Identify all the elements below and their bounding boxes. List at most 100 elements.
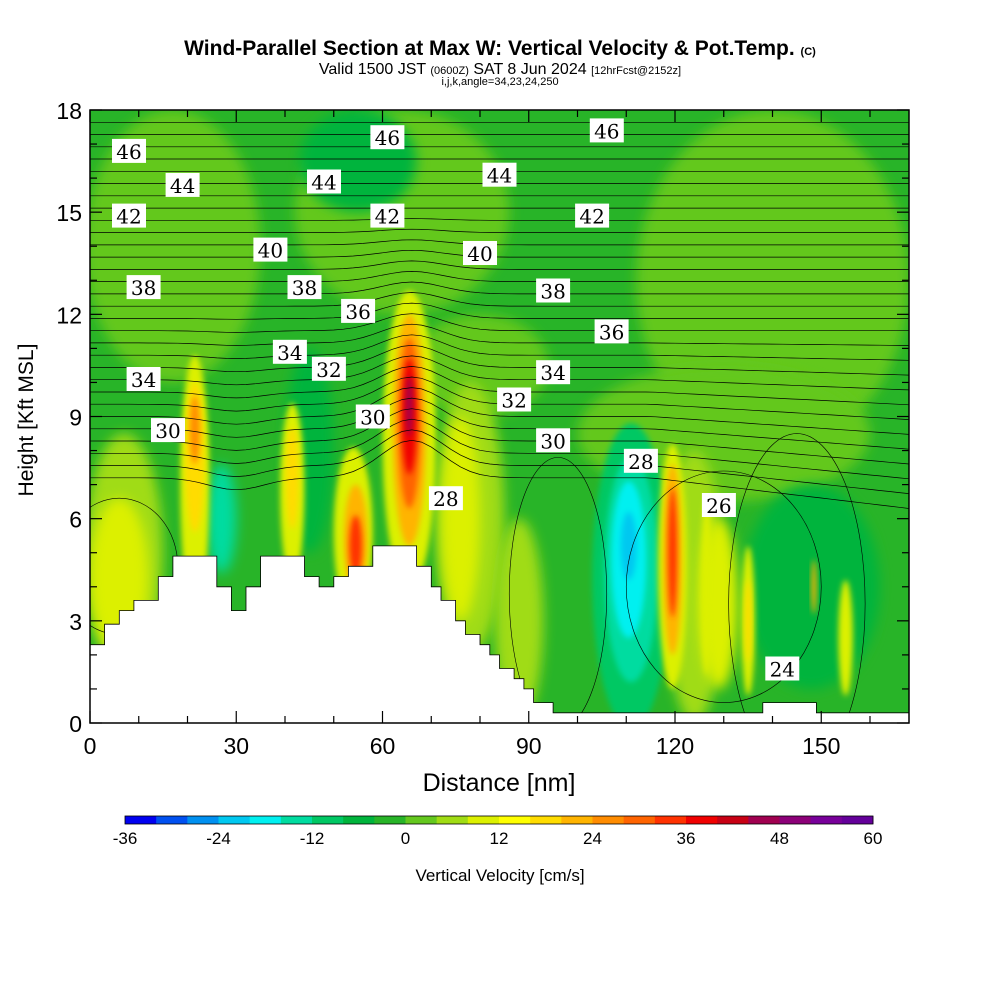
theta-contour-label: 34 [126, 367, 161, 392]
theta-value: 40 [467, 242, 492, 266]
colorbar-swatch [218, 816, 251, 824]
theta-contour-line [90, 344, 909, 376]
colorbar-swatch [748, 816, 780, 824]
theta-value: 30 [540, 429, 565, 453]
label-box [701, 493, 736, 517]
colorbar-tick-label: 48 [770, 829, 789, 848]
colorbar-tick-label: 60 [864, 829, 883, 848]
velocity-region [90, 110, 261, 383]
colorbar: -36 -24 -12 0 12 24 36 48 60 [113, 815, 883, 848]
colorbar-swatch [841, 816, 874, 824]
theta-value: 44 [487, 164, 512, 188]
colorbar-tick-label: 0 [401, 829, 410, 848]
colorbar-frame [124, 815, 874, 825]
theta-contour-line [90, 355, 909, 391]
velocity-region [349, 515, 363, 577]
theta-value: 40 [258, 239, 283, 263]
theta-value: 44 [311, 171, 336, 195]
theta-value: 42 [579, 205, 604, 229]
label-box [575, 203, 610, 228]
colorbar-swatch [187, 816, 219, 824]
colorbar-swatch [312, 816, 344, 824]
x-tick-label: 60 [370, 733, 396, 759]
theta-contour-label: 46 [112, 138, 146, 164]
colorbar-swatch [280, 816, 313, 824]
y-tick-label: 15 [56, 200, 82, 226]
theta-value: 36 [599, 320, 624, 344]
label-box [589, 118, 624, 143]
theta-value: 46 [116, 140, 141, 164]
theta-value: 46 [375, 126, 400, 150]
theta-contour-label: 40 [253, 237, 288, 263]
label-box [497, 387, 532, 412]
y-tick-label: 18 [56, 98, 82, 124]
theta-contour-label: 42 [112, 203, 146, 229]
chart-title-text: Wind-Parallel Section at Max W: Vertical… [184, 37, 795, 60]
colorbar-swatch [717, 816, 749, 824]
colorbar-swatch [343, 816, 375, 824]
y-tick-label: 6 [69, 507, 82, 533]
label-box [253, 237, 288, 262]
colorbar-swatch [654, 816, 687, 824]
colorbar-tick-label: 36 [677, 829, 696, 848]
theta-contour-label: 34 [536, 360, 571, 385]
velocity-region [405, 375, 413, 437]
theta-contour-label: 24 [765, 656, 800, 682]
colorbar-tick-label: -24 [206, 829, 231, 848]
chart-subtitle-2: i,j,k,angle=34,23,24,250 [441, 76, 559, 88]
label-box [536, 428, 571, 453]
theta-value: 34 [277, 341, 302, 365]
theta-value: 30 [360, 406, 385, 430]
velocity-region [285, 426, 299, 529]
velocity-region [189, 396, 200, 465]
theta-value: 44 [170, 174, 195, 198]
theta-value: 34 [131, 368, 156, 392]
y-axis-label: Height [Kft MSL] [15, 344, 38, 497]
theta-value: 30 [155, 419, 180, 443]
colorbar-swatch [125, 816, 157, 824]
colorbar-swatch [561, 816, 593, 824]
theta-contour-line [90, 218, 909, 221]
colorbar-swatch [779, 816, 812, 824]
theta-value: 38 [292, 276, 317, 300]
colorbar-tick-label: -36 [113, 829, 138, 848]
colorbar-swatch [436, 816, 469, 824]
theta-contour-label: 42 [370, 203, 405, 229]
theta-value: 28 [433, 487, 458, 511]
theta-contour-label: 38 [536, 278, 571, 304]
valid-date: SAT 8 Jun 2024 [473, 61, 587, 78]
y-tick-label: 12 [56, 302, 82, 328]
velocity-region [636, 110, 909, 451]
x-tick-label: 120 [656, 733, 694, 759]
theta-value: 32 [501, 389, 526, 413]
label-box [355, 404, 390, 429]
theta-contour-label: 30 [355, 404, 390, 430]
label-box [341, 298, 376, 323]
theta-value: 28 [628, 450, 653, 474]
colorbar-swatch [499, 816, 531, 824]
theta-contour-label: 28 [428, 486, 463, 511]
label-box [536, 278, 571, 303]
label-box [623, 448, 658, 473]
y-tick-label: 3 [69, 609, 82, 635]
theta-contour-label: 36 [594, 319, 629, 344]
theta-contour-label: 44 [165, 172, 200, 198]
label-box [463, 241, 497, 265]
y-tick-label: 9 [69, 405, 82, 431]
theta-contour-label: 46 [370, 125, 405, 150]
theta-contour-label: 30 [536, 428, 571, 453]
x-tick-label: 150 [802, 733, 840, 759]
x-tick-label: 0 [84, 733, 97, 759]
colorbar-swatch [686, 816, 718, 824]
theta-value: 46 [594, 119, 619, 143]
x-tick-label: 30 [223, 733, 249, 759]
colorbar-tick-label: 12 [490, 829, 509, 848]
theta-value: 36 [345, 300, 370, 324]
theta-contour-line [90, 260, 909, 270]
label-box [428, 486, 463, 511]
label-box [370, 203, 405, 228]
copyright-mark: (C) [800, 46, 816, 58]
theta-contours [90, 121, 909, 723]
